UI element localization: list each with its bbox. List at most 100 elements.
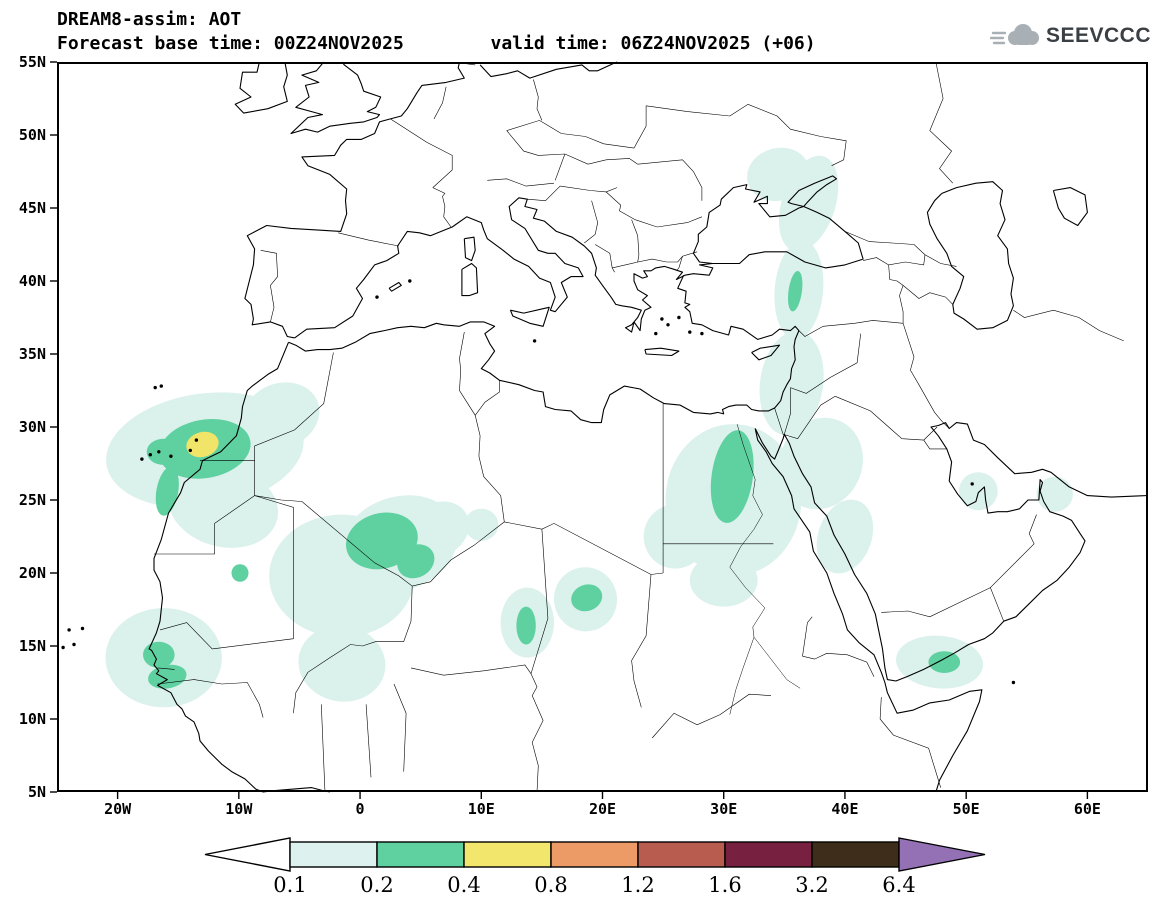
colorbar-label: 1.2 [621,873,654,897]
x-axis-label: 10W [225,800,253,818]
x-axis-label: 30E [710,800,738,818]
country-border [651,693,772,739]
coastline [290,61,382,135]
map-canvas [50,61,1148,799]
aot-region-0.2 [516,606,536,645]
aot-region-0.1 [643,504,707,569]
country-border [902,323,950,429]
coastline [288,274,800,424]
country-border [321,704,326,791]
island-dot [532,339,537,343]
y-axis-label: 25N [18,491,46,509]
country-border [459,332,505,522]
x-axis-label: 50E [952,800,980,818]
y-axis-label: 35N [18,345,46,363]
country-border [929,61,954,184]
colorbar-cell [550,841,639,868]
aot-region-0.1 [464,508,499,541]
colorbar-right-arrow [898,837,986,872]
country-border [533,79,543,121]
colorbar-cell [289,841,378,868]
country-border [410,664,532,676]
aot-region-0.4 [186,431,219,458]
coastline [1052,187,1088,227]
island-dot [72,642,76,647]
aot-region-0.2 [571,584,603,612]
coastline [294,197,714,339]
island-dot [153,385,157,390]
island-dot [666,323,670,327]
country-border [487,178,555,187]
island-dot [688,330,692,334]
x-axis-label: 0 [355,800,365,818]
country-border [633,105,647,149]
aot-region-0.2 [148,664,187,689]
coastline [463,236,476,262]
logo-text: SEEVCCC [1045,24,1151,47]
colorbar-cell [811,841,900,868]
country-border [506,120,635,149]
country-border [504,521,664,575]
country-border [637,159,703,201]
aot-region-0.2 [787,270,803,312]
country-border [433,86,447,120]
colorbar-label: 0.1 [273,873,306,897]
colorbar-label: 6.4 [882,873,915,897]
y-axis-label: 40N [18,272,46,290]
country-border [293,586,413,714]
y-axis-label: 20N [18,564,46,582]
coastline [244,61,465,339]
country-border [390,118,453,188]
x-axis-label: 20W [104,800,132,818]
island-dot [159,384,163,388]
country-border [157,679,264,718]
country-border [554,153,566,181]
country-border [923,426,938,441]
colorbar-label: 0.2 [360,873,393,897]
country-border [506,130,565,156]
y-axis-label: 55N [18,53,46,71]
island-dot [67,628,71,632]
header: DREAM8-assim: AOT Forecast base time: 00… [57,8,816,56]
island-dot [408,279,412,283]
colorbar-label: 1.6 [708,873,741,897]
country-border [879,697,941,788]
x-axis-label: 60E [1073,800,1101,818]
country-border [432,187,452,228]
cloud-icon [989,24,1039,45]
river [753,637,801,689]
country-border [530,529,549,793]
coastline [692,175,864,269]
plot-subtitle: Forecast base time: 00Z24NOV2025 valid t… [57,33,816,54]
country-border [631,219,698,263]
aot-region-0.1 [298,625,386,702]
y-axis-label: 5N [27,783,46,801]
aot-region-0.1 [689,554,758,607]
island-dot [1011,680,1016,685]
country-border [365,704,372,778]
aot-region-0.1 [778,417,863,510]
coastline [509,306,550,327]
country-border [729,103,847,166]
island-dot [140,457,144,461]
country-border [260,250,278,322]
island-dot [80,626,85,631]
river [729,424,766,715]
coastline [388,281,402,292]
y-axis-label: 15N [18,637,46,655]
country-border [338,232,399,247]
seevccc-logo: SEEVCCC [989,16,1151,56]
island-dot [970,482,974,486]
aot-region-0.2 [710,430,754,523]
country-border [902,285,954,305]
country-border [560,185,618,193]
coastline [479,61,618,79]
country-border [790,333,861,394]
country-border [254,352,334,461]
aot-region-0.2 [143,641,175,668]
country-border [802,616,813,657]
island-dot [169,454,173,458]
island-dot [157,450,161,454]
country-border [605,191,636,220]
